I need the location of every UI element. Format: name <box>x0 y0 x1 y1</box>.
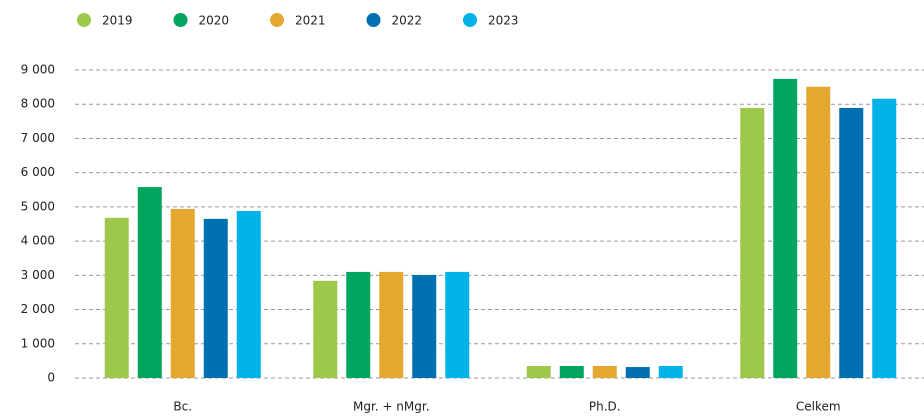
legend-label: 2023 <box>488 14 519 28</box>
legend-swatch <box>270 13 284 27</box>
legend-label: 2019 <box>102 14 133 28</box>
bar <box>137 187 162 378</box>
x-tick-label: Celkem <box>796 400 841 414</box>
bar <box>170 208 195 378</box>
x-tick-label: Bc. <box>173 400 192 414</box>
bar <box>412 274 437 378</box>
bar <box>839 107 864 378</box>
bar <box>806 86 831 378</box>
bar <box>773 78 798 379</box>
bar <box>740 107 765 378</box>
bar <box>872 98 897 378</box>
legend-swatch <box>366 13 381 27</box>
y-tick-label: 8 000 <box>21 97 55 111</box>
legend-swatch <box>173 13 188 27</box>
bar <box>445 271 470 378</box>
bar <box>346 271 371 378</box>
x-tick-label: Ph.D. <box>589 400 621 414</box>
bar <box>104 217 129 378</box>
bar <box>203 218 228 378</box>
legend-label: 2021 <box>295 14 326 28</box>
y-tick-label: 0 <box>47 371 55 385</box>
bar <box>236 210 261 378</box>
bar <box>625 367 650 378</box>
x-tick-label: Mgr. + nMgr. <box>353 400 430 414</box>
y-tick-label: 7 000 <box>21 131 55 145</box>
y-tick-label: 3 000 <box>21 268 55 282</box>
y-tick-label: 1 000 <box>21 336 55 350</box>
bar <box>313 280 338 378</box>
legend-label: 2022 <box>392 14 423 28</box>
legend-swatch <box>463 13 477 27</box>
y-tick-label: 2 000 <box>21 302 55 316</box>
bar <box>592 366 617 378</box>
y-tick-label: 6 000 <box>21 165 55 179</box>
bar <box>379 271 404 378</box>
bar <box>526 366 551 378</box>
bar <box>658 366 683 378</box>
legend-swatch <box>77 13 91 27</box>
y-tick-label: 4 000 <box>21 234 55 248</box>
bar <box>559 366 584 378</box>
y-tick-label: 9 000 <box>21 63 55 77</box>
legend-label: 2020 <box>199 14 230 28</box>
y-tick-label: 5 000 <box>21 199 55 213</box>
